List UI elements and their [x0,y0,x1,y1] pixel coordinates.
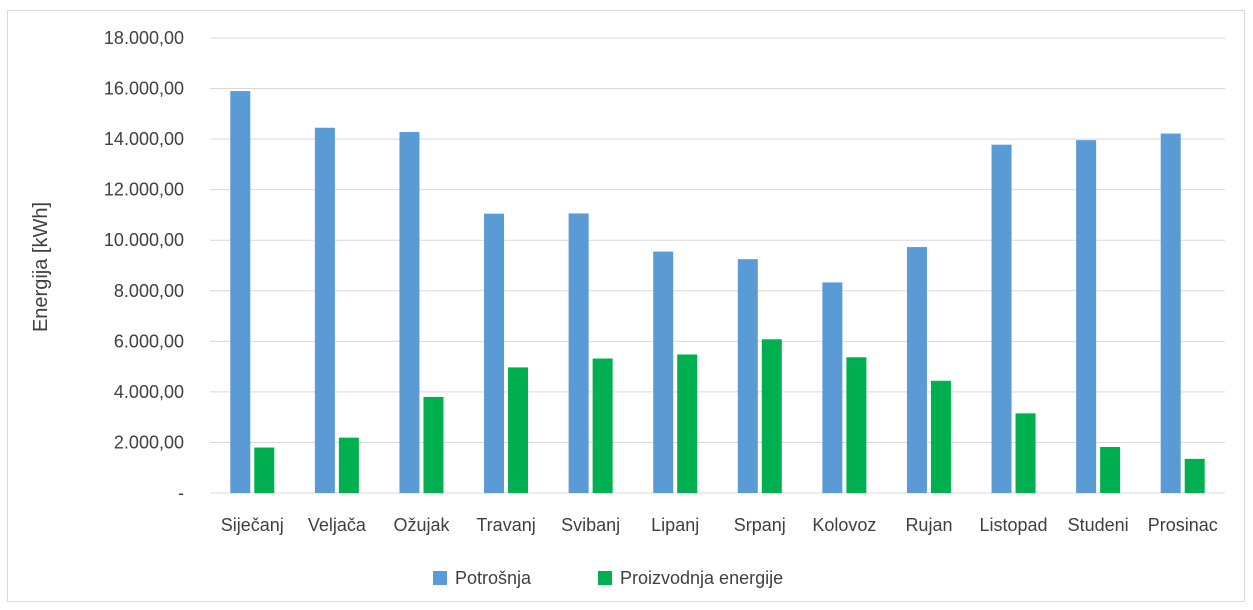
y-tick-label: 6.000,00 [114,331,184,351]
x-tick-label: Listopad [980,515,1048,535]
bar-potrosnja-3 [484,213,505,494]
x-tick-label: Veljača [308,515,367,535]
y-tick-label: 16.000,00 [104,79,184,99]
x-tick-label: Siječanj [221,515,284,535]
x-tick-label: Studeni [1068,515,1129,535]
legend-label: Proizvodnja energije [620,568,783,588]
y-tick-labels: - 2.000,00 4.000,00 6.000,00 8.000,00 10.000,… [104,28,184,503]
bar-proizvodnja-11 [1184,458,1205,493]
x-tick-label: Srpanj [734,515,786,535]
legend: Potrošnja Proizvodnja energije [433,568,783,588]
y-axis-title: Energija [kWh] [30,202,52,332]
legend-swatch [433,571,447,585]
y-tick-label: - [178,483,184,503]
bar-potrosnja-0 [230,91,251,493]
y-tick-label: 18.000,00 [104,28,184,48]
x-tick-label: Prosinac [1148,515,1218,535]
x-tick-label: Svibanj [561,515,620,535]
bar-proizvodnja-6 [761,339,782,493]
bar-proizvodnja-3 [508,367,529,493]
bar-proizvodnja-9 [1015,413,1036,493]
bar-potrosnja-8 [906,247,927,493]
gridlines [210,37,1225,494]
bar-potrosnja-7 [822,282,843,493]
bar-potrosnja-1 [314,127,335,493]
y-tick-label: 2.000,00 [114,432,184,452]
bar-proizvodnja-10 [1100,446,1121,493]
x-tick-label: Ožujak [393,515,450,535]
x-tick-label: Lipanj [651,515,699,535]
bar-proizvodnja-4 [592,358,613,493]
bar-proizvodnja-0 [254,447,275,493]
bar-proizvodnja-7 [846,357,867,493]
bar-potrosnja-5 [653,251,674,493]
bar-proizvodnja-8 [930,380,951,493]
bar-potrosnja-2 [399,132,420,494]
chart-frame [7,10,1245,602]
y-tick-label: 10.000,00 [104,230,184,250]
legend-label: Potrošnja [455,568,532,588]
bar-potrosnja-6 [737,259,758,493]
bar-proizvodnja-1 [338,437,359,493]
x-tick-label: Kolovoz [812,515,876,535]
x-tick-labels: Siječanj Veljača Ožujak Travanj Svibanj Lipan… [221,515,1218,535]
x-tick-label: Travanj [476,515,535,535]
bars [230,91,1205,494]
x-tick-label: Rujan [905,515,952,535]
bar-proizvodnja-2 [423,396,444,493]
y-tick-label: 8.000,00 [114,281,184,301]
bar-proizvodnja-5 [677,354,698,493]
bar-potrosnja-9 [991,144,1012,493]
bar-potrosnja-10 [1076,140,1097,493]
y-tick-label: 12.000,00 [104,180,184,200]
y-tick-label: 4.000,00 [114,382,184,402]
bar-potrosnja-11 [1160,133,1181,494]
legend-swatch [598,571,612,585]
y-tick-label: 14.000,00 [104,129,184,149]
bar-potrosnja-4 [568,213,589,493]
